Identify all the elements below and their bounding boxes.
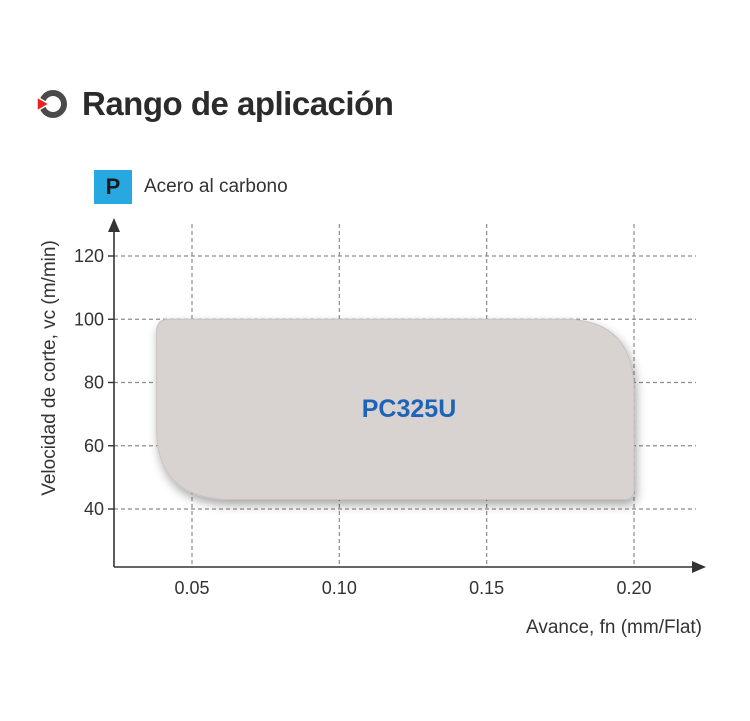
x-axis-arrow	[692, 561, 706, 573]
material-tag: P Acero al carbono	[94, 170, 288, 204]
material-badge: P	[94, 170, 132, 204]
page-title: Rango de aplicación	[82, 85, 394, 122]
y-tick-label: 40	[84, 499, 104, 519]
y-axis-arrow	[108, 218, 120, 232]
application-region	[156, 318, 635, 501]
x-tick-label: 0.10	[322, 578, 357, 598]
x-tick-label: 0.05	[174, 578, 209, 598]
region-label: PC325U	[362, 395, 457, 423]
x-axis-title: Avance, fn (mm/Flat)	[526, 617, 702, 638]
target-ring-icon	[36, 90, 67, 118]
x-tick-label: 0.20	[616, 578, 651, 598]
header: Rango de aplicación	[36, 82, 394, 126]
y-tick-label: 80	[84, 373, 104, 393]
y-tick-label: 100	[74, 309, 104, 329]
y-tick-label: 60	[84, 436, 104, 456]
y-tick-label: 120	[74, 246, 104, 266]
x-tick-label: 0.15	[469, 578, 504, 598]
y-axis-title: Velocidad de corte, vc (m/min)	[39, 240, 60, 496]
material-label: Acero al carbono	[144, 176, 288, 197]
